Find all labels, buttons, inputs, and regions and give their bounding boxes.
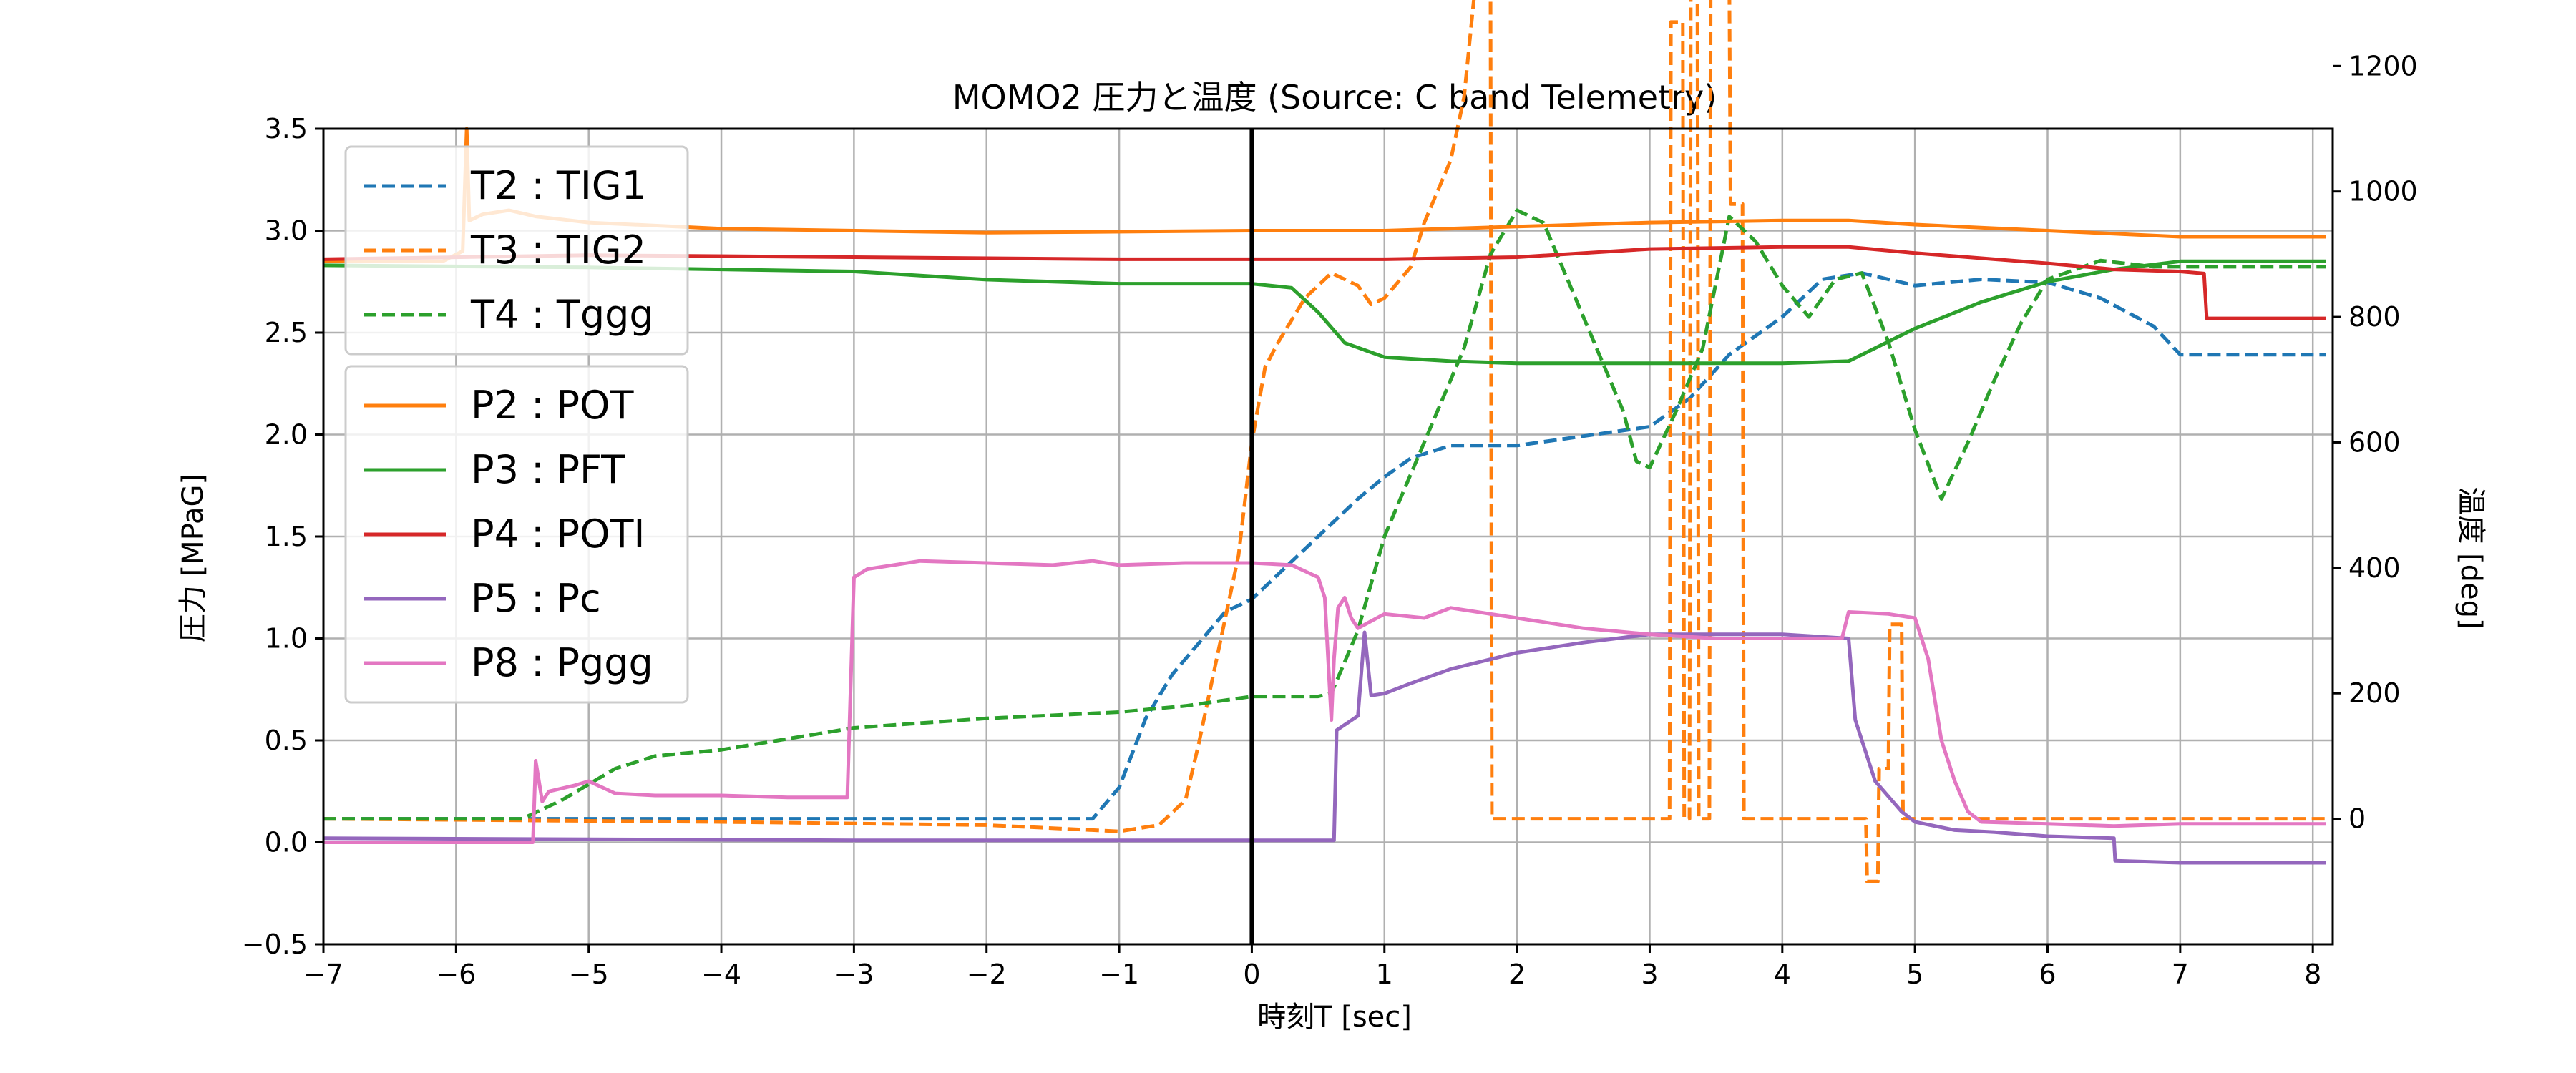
x-tick-label: 1 <box>1376 959 1393 990</box>
legend-pressure: P2 : POT P3 : PFT P4 : POTI P5 : Pc P8 : Pgg… <box>344 365 689 704</box>
x-tick-label: −1 <box>1099 959 1139 990</box>
x-tick-label: 5 <box>1906 959 1923 990</box>
y2-axis-ticks: 0 200 400 600 800 1000 1200 <box>2333 50 2418 835</box>
series-line-t3 <box>323 0 2326 883</box>
x-axis-label: 時刻T [sec] <box>1257 1001 1412 1034</box>
y-tick-label: −0.5 <box>242 929 308 960</box>
legend-label: T3 : TIG2 <box>470 227 646 273</box>
x-tick-label: 8 <box>2304 959 2321 990</box>
x-tick-label: −4 <box>701 959 741 990</box>
y2-tick-label: 400 <box>2348 552 2401 584</box>
legend-label: P5 : Pc <box>471 576 601 621</box>
series-line-p4 <box>323 245 2326 320</box>
x-tick-label: 6 <box>2039 959 2056 990</box>
y2-axis-label: 温度 [deg] <box>2454 486 2487 629</box>
y-tick-label: 1.5 <box>265 521 308 552</box>
series-line-t2 <box>323 271 2326 821</box>
x-tick-label: 0 <box>1243 959 1260 990</box>
y-tick-label: 3.5 <box>265 113 308 144</box>
x-tick-label: 3 <box>1641 959 1658 990</box>
series-line-p8 <box>323 559 2326 844</box>
x-tick-label: −6 <box>436 959 476 990</box>
legend-box <box>344 365 689 704</box>
y2-tick-label: 800 <box>2348 301 2401 333</box>
y2-tick-label: 0 <box>2348 803 2366 835</box>
legend-box <box>344 145 689 356</box>
series-line-p3 <box>323 259 2326 366</box>
x-tick-label: 2 <box>1508 959 1526 990</box>
y2-tick-label: 600 <box>2348 426 2401 458</box>
series-line-t4 <box>323 208 2326 821</box>
x-axis-ticks: −7 −6 −5 −4 −3 −2 −1 0 1 2 3 4 5 6 7 8 <box>303 944 2321 990</box>
legend-label: P2 : POT <box>471 383 635 428</box>
y-axis-ticks: −0.5 0.0 0.5 1.0 1.5 2.0 2.5 3.0 3.5 <box>242 113 323 960</box>
legend-label: P8 : Pggg <box>471 640 653 685</box>
legend-label: P4 : POTI <box>471 511 645 557</box>
x-tick-label: 4 <box>1774 959 1791 990</box>
legend-label: P3 : PFT <box>471 447 625 492</box>
x-tick-label: −7 <box>303 959 343 990</box>
x-tick-label: 7 <box>2172 959 2189 990</box>
x-tick-label: −5 <box>569 959 609 990</box>
y-tick-label: 2.0 <box>265 419 308 451</box>
temperature-lines <box>323 0 2326 883</box>
y-tick-label: 1.0 <box>265 623 308 655</box>
x-tick-label: −2 <box>967 959 1007 990</box>
y2-tick-label: 1000 <box>2348 176 2418 207</box>
y-axis-label: 圧力 [MPaG] <box>177 474 210 642</box>
y-tick-label: 0.0 <box>265 827 308 858</box>
x-tick-label: −3 <box>834 959 874 990</box>
legend-label: T2 : TIG1 <box>470 163 646 208</box>
legend-temperature: T2 : TIG1 T3 : TIG2 T4 : Tggg <box>344 145 689 356</box>
y2-tick-label: 1200 <box>2348 50 2418 82</box>
y-tick-label: 3.0 <box>265 215 308 247</box>
y-tick-label: 2.5 <box>265 317 308 348</box>
series-line-p5 <box>323 630 2326 865</box>
y2-tick-label: 200 <box>2348 677 2401 709</box>
y-tick-label: 0.5 <box>265 725 308 756</box>
chart-title: MOMO2 圧力と温度 (Source: C band Telemetry) <box>952 78 1717 117</box>
legend-label: T4 : Tggg <box>470 292 654 337</box>
